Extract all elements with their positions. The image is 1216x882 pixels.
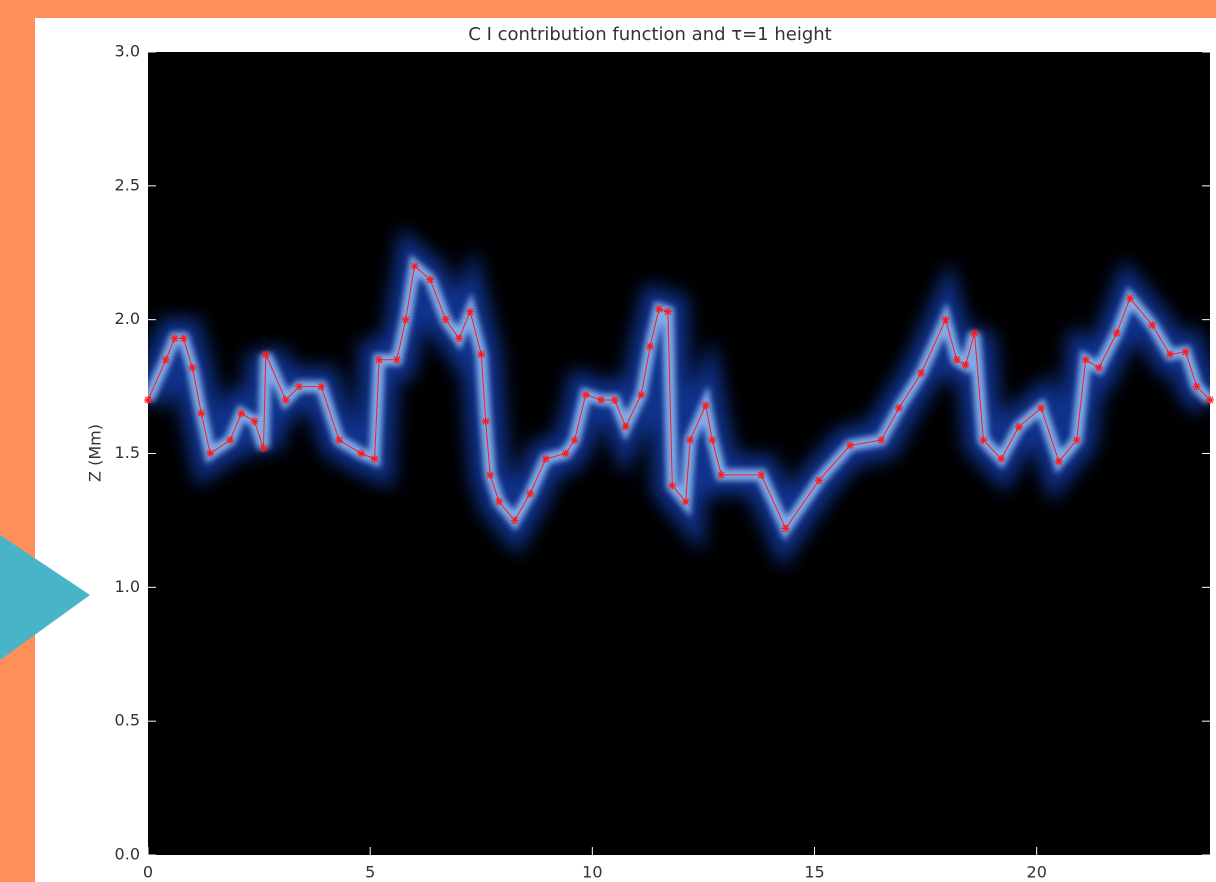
y-tick-label: 2.0 xyxy=(115,309,140,328)
tau-marker xyxy=(1166,350,1175,359)
tau-marker xyxy=(226,436,235,445)
tau-marker xyxy=(663,307,672,316)
tau-marker xyxy=(708,436,717,445)
tau-marker xyxy=(259,444,268,453)
tau-marker xyxy=(161,355,170,364)
tau-marker xyxy=(757,470,766,479)
tau-marker xyxy=(717,470,726,479)
tau-marker xyxy=(1181,347,1190,356)
tau-marker xyxy=(1037,403,1046,412)
tau-marker xyxy=(1192,382,1201,391)
tau-marker xyxy=(681,497,690,506)
y-tick-label: 0.0 xyxy=(115,845,140,864)
tau-marker xyxy=(1206,395,1214,404)
tau-marker xyxy=(621,422,630,431)
x-tick-label: 0 xyxy=(143,863,153,882)
tau-marker xyxy=(846,441,855,450)
tau-marker xyxy=(1112,329,1121,338)
tau-marker xyxy=(1094,363,1103,372)
tau-marker xyxy=(1072,436,1081,445)
tau-marker xyxy=(781,524,790,533)
tau-marker xyxy=(655,304,664,313)
tau-marker xyxy=(894,403,903,412)
tau-marker xyxy=(281,395,290,404)
tau-marker xyxy=(510,516,519,525)
tau-marker xyxy=(1126,294,1135,303)
tau-marker xyxy=(877,436,886,445)
plot xyxy=(144,51,1214,856)
tau-marker xyxy=(188,363,197,372)
tau-marker xyxy=(317,382,326,391)
tau-marker xyxy=(917,369,926,378)
tau-marker xyxy=(179,334,188,343)
tau-marker xyxy=(375,355,384,364)
tau-marker xyxy=(668,481,677,490)
tau-marker xyxy=(570,436,579,445)
tau-marker xyxy=(637,390,646,399)
tau-marker xyxy=(170,334,179,343)
tau-marker xyxy=(1081,355,1090,364)
tau-marker xyxy=(392,355,401,364)
tau-marker xyxy=(1014,422,1023,431)
tau-marker xyxy=(646,342,655,351)
tau-marker xyxy=(335,436,344,445)
tau-marker xyxy=(610,395,619,404)
tau-marker xyxy=(701,401,710,410)
tau-marker xyxy=(979,436,988,445)
x-tick-label: 15 xyxy=(804,863,824,882)
tau-marker xyxy=(541,454,550,463)
tau-marker xyxy=(814,476,823,485)
tau-marker xyxy=(495,497,504,506)
tau-marker xyxy=(197,409,206,418)
tau-marker xyxy=(970,329,979,338)
tau-marker xyxy=(401,315,410,324)
tau-marker xyxy=(997,454,1006,463)
tau-marker xyxy=(486,470,495,479)
tau-marker xyxy=(144,395,152,404)
tau-marker xyxy=(561,449,570,458)
chart-title: C I contribution function and τ=1 height xyxy=(468,24,831,45)
tau-marker xyxy=(261,350,270,359)
x-tick-label: 20 xyxy=(1027,863,1047,882)
tau-marker xyxy=(206,449,215,458)
y-tick-label: 1.0 xyxy=(115,577,140,596)
tau-marker xyxy=(441,315,450,324)
tau-marker xyxy=(1054,457,1063,466)
y-tick-label: 2.5 xyxy=(115,175,140,194)
tau-marker xyxy=(455,334,464,343)
tau-marker xyxy=(426,275,435,284)
tau-marker xyxy=(477,350,486,359)
y-axis-label: Z (Mm) xyxy=(86,424,105,482)
tau-marker xyxy=(410,262,419,271)
tau-marker xyxy=(466,307,475,316)
tau-marker xyxy=(295,382,304,391)
x-tick-label: 5 xyxy=(365,863,375,882)
tau-marker xyxy=(526,489,535,498)
tau-marker xyxy=(952,355,961,364)
y-tick-label: 0.5 xyxy=(115,711,140,730)
tau-marker xyxy=(961,361,970,370)
y-tick-label: 1.5 xyxy=(115,443,140,462)
tau-marker xyxy=(237,409,246,418)
tau-marker xyxy=(370,454,379,463)
x-tick-label: 10 xyxy=(582,863,602,882)
arrow-decoration xyxy=(0,535,90,660)
tau-marker xyxy=(597,395,606,404)
y-tick-label: 3.0 xyxy=(115,42,140,61)
tau-marker xyxy=(1148,321,1157,330)
tau-marker xyxy=(686,436,695,445)
tau-marker xyxy=(581,390,590,399)
tau-marker xyxy=(941,315,950,324)
tau-marker xyxy=(357,449,366,458)
tau-marker xyxy=(481,417,490,426)
tau-marker xyxy=(250,417,259,426)
